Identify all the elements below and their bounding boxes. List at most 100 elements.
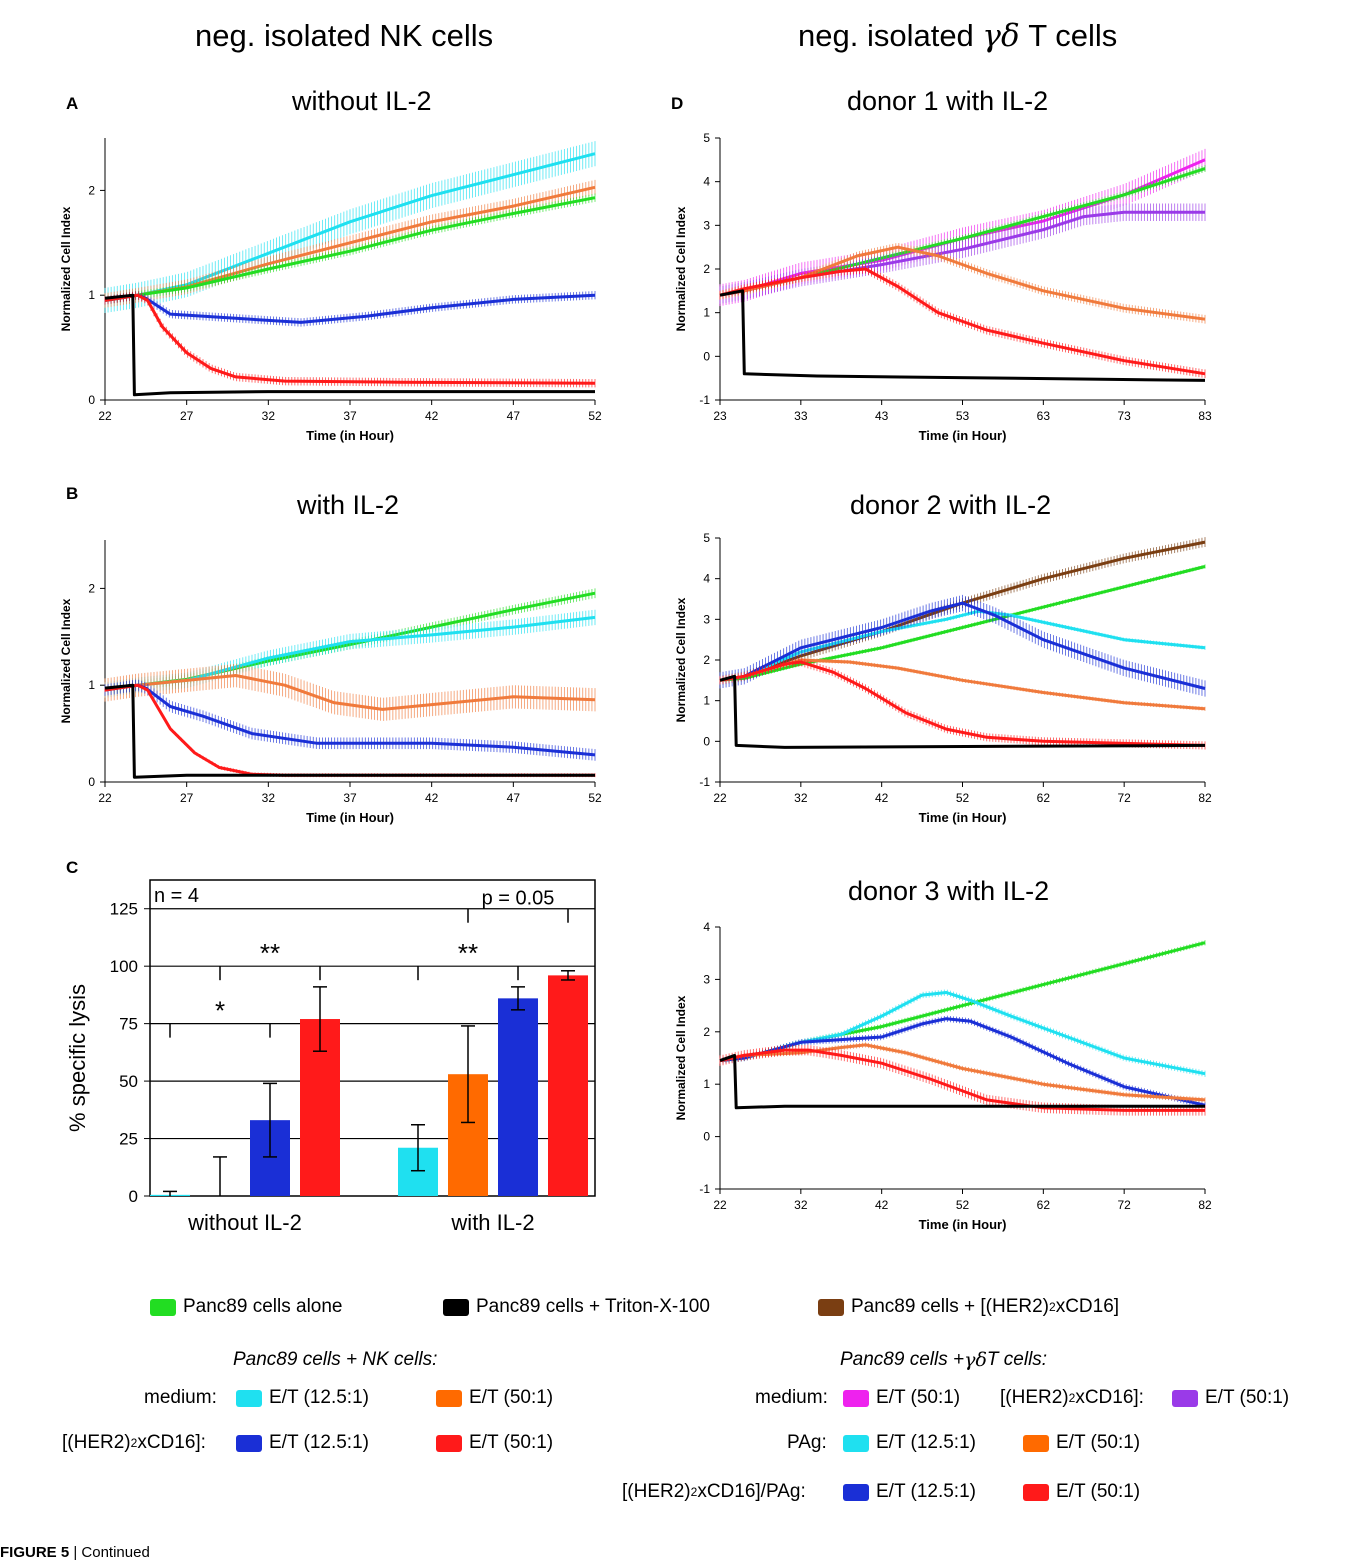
legend-label: E/T (12.5:1) (269, 1387, 369, 1408)
legend-gd-heading-suffix: T cells: (986, 1349, 1048, 1370)
series-line (104, 293, 595, 397)
legend-sub: 2 (690, 1485, 698, 1499)
series-purple (719, 203, 1206, 304)
x-tick-label: 37 (343, 409, 357, 423)
category-label: without IL-2 (187, 1210, 302, 1235)
x-tick-label: 82 (1198, 791, 1212, 805)
x-tick-label: 72 (1117, 791, 1131, 805)
x-tick-label: 42 (875, 1198, 889, 1212)
caption-label: FIGURE 5 (0, 1544, 70, 1561)
legend-label: E/T (50:1) (469, 1432, 554, 1453)
y-tick-label: 3 (703, 612, 710, 626)
legend-gd-heading: Panc89 cells + γδ T cells: (840, 1349, 1047, 1371)
series-black (104, 683, 595, 779)
y-tick-label: 2 (703, 262, 710, 276)
legend-label: Panc89 cells + [(HER2) (851, 1296, 1049, 1317)
legend-antibody: Panc89 cells + [(HER2) 2 xCD16] (818, 1296, 1119, 1318)
y-tick-label: 0 (703, 349, 710, 363)
legend-sub: 2 (130, 1436, 138, 1450)
legend-swatch (818, 1298, 844, 1316)
legend-label-suffix: xCD16] (1055, 1296, 1120, 1317)
series-line (719, 660, 1206, 747)
legend-gd-antibody-pag-50: E/T (50:1) (1023, 1481, 1140, 1503)
series-line (719, 289, 1206, 382)
series-cyan (719, 989, 1206, 1077)
legend-label: E/T (50:1) (1056, 1432, 1141, 1453)
x-tick-label: 82 (1198, 1198, 1212, 1212)
panel-title-d1: donor 1 with IL-2 (847, 86, 1049, 116)
x-tick-label: 42 (875, 791, 889, 805)
x-tick-label: 43 (875, 409, 889, 423)
chart-a-without-il2: 22 27 32 37 42 47 52 0 1 2 Time (in Hour) Normalize… (59, 138, 602, 443)
y-tick-label: 4 (703, 572, 710, 586)
legend-label-suffix: xCD16]: (1075, 1387, 1144, 1408)
series-line (104, 674, 596, 711)
y-tick-label: 1 (703, 694, 710, 708)
x-tick-label: 72 (1117, 1198, 1131, 1212)
legend-label-prefix: [(HER2) (62, 1432, 131, 1453)
x-tick-label: 32 (794, 1198, 808, 1212)
significance-label: ** (458, 938, 478, 968)
series-line (104, 683, 595, 779)
legend-label-prefix: [(HER2) (1000, 1387, 1069, 1408)
y-tick-label: 1 (88, 288, 95, 302)
y-tick-label: 50 (119, 1072, 138, 1091)
series-black (719, 674, 1206, 749)
legend-swatch (1023, 1483, 1049, 1501)
y-tick-label: 2 (88, 581, 95, 595)
legend-label: Panc89 cells + Triton-X-100 (476, 1296, 710, 1317)
y-tick-label: 0 (88, 393, 95, 407)
x-tick-label: 22 (713, 791, 727, 805)
series-green (104, 193, 596, 305)
bar (548, 975, 588, 1196)
x-axis-label: Time (in Hour) (919, 810, 1007, 825)
x-tick-label: 52 (588, 409, 602, 423)
legend-swatch (1172, 1389, 1198, 1407)
y-tick-label: 4 (703, 920, 710, 934)
y-tick-label: 5 (703, 531, 710, 545)
x-tick-label: 52 (956, 791, 970, 805)
legend-label: E/T (50:1) (1205, 1387, 1290, 1408)
x-tick-label: 23 (713, 409, 727, 423)
y-tick-label: 0 (88, 775, 95, 789)
panel-letter-d: D (671, 94, 684, 113)
chart-d-donor3: 22 32 42 52 62 72 82 -1 0 1 2 3 4 Time (in Hour) Norma… (674, 920, 1212, 1232)
x-tick-label: 52 (956, 1198, 970, 1212)
y-tick-label: -1 (699, 393, 710, 407)
chart-c-specific-lysis: 0 25 50 75 100 125 % specific lysis n = 4 withou… (65, 879, 596, 1235)
series-red (719, 264, 1206, 379)
y-tick-label: 0 (129, 1187, 138, 1206)
legend-gd-pag-50: E/T (50:1) (1023, 1432, 1140, 1454)
series-line (719, 267, 1206, 376)
series-line (719, 1017, 1206, 1107)
x-tick-label: 52 (588, 791, 602, 805)
legend-label: Panc89 cells alone (183, 1296, 343, 1317)
legend-gd-heading-prefix: Panc89 cells + (840, 1349, 965, 1370)
y-tick-label: -1 (699, 775, 710, 789)
plot-frame (149, 879, 596, 1197)
legend-swatch (843, 1483, 869, 1501)
legend-nk-antibody-label: [(HER2) 2 xCD16]: (62, 1432, 206, 1454)
y-tick-label: 2 (703, 1025, 710, 1039)
legend-label: E/T (12.5:1) (269, 1432, 369, 1453)
legend-swatch (236, 1389, 262, 1407)
y-tick-label: -1 (699, 1182, 710, 1196)
y-tick-label: 75 (119, 1015, 138, 1034)
x-axis-label: Time (in Hour) (306, 428, 394, 443)
legend-swatch (443, 1298, 469, 1316)
y-tick-label: 0 (703, 1130, 710, 1144)
caption-text: | Continued (69, 1544, 150, 1561)
legend-sub: 2 (1068, 1391, 1076, 1405)
legend-swatch (1023, 1434, 1049, 1452)
legend-gd-antibody-only-50: E/T (50:1) (1172, 1387, 1289, 1409)
chart-d-donor2: 22 32 42 52 62 72 82 -1 0 1 2 3 4 5 Time (in Hour) Norm… (674, 531, 1212, 825)
x-tick-label: 42 (425, 791, 439, 805)
panel-letter-c: C (66, 858, 79, 877)
y-tick-label: 1 (703, 306, 710, 320)
legend-nk-heading: Panc89 cells + NK cells: (233, 1349, 438, 1370)
y-axis-label: Normalized Cell Index (59, 598, 73, 723)
y-axis-label: Normalized Cell Index (674, 206, 688, 331)
legend-nk-medium-50: E/T (50:1) (436, 1387, 553, 1409)
